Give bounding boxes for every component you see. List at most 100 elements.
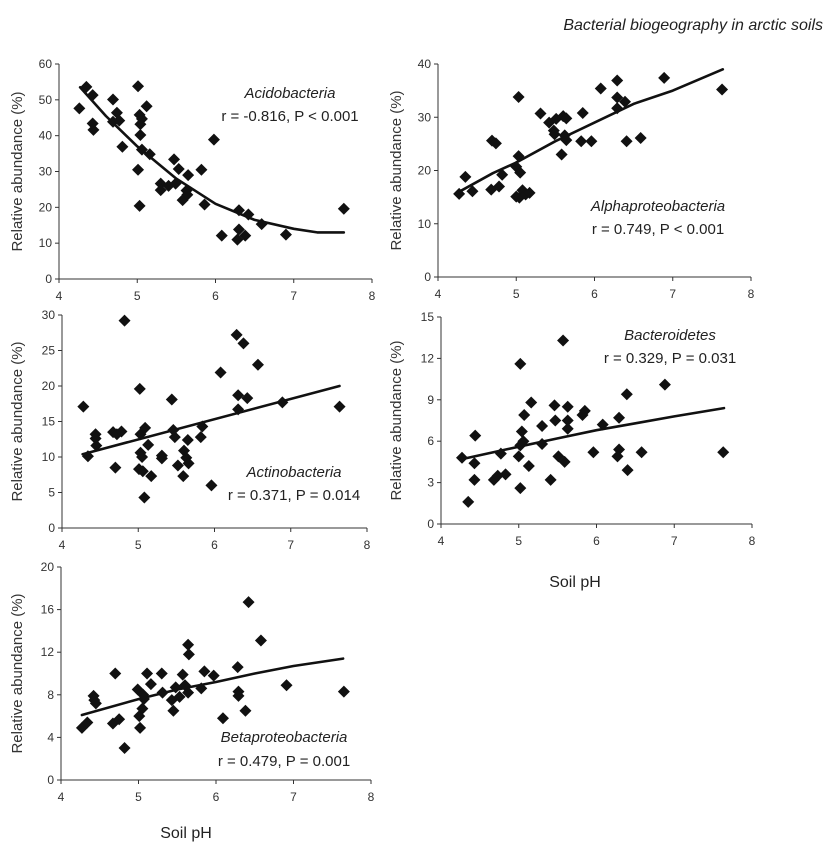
data-point xyxy=(154,184,167,197)
data-point xyxy=(544,473,557,486)
y-tick-label: 20 xyxy=(42,379,56,393)
x-tick-label: 4 xyxy=(56,289,63,303)
data-point xyxy=(142,438,155,451)
data-point xyxy=(144,678,157,691)
y-tick-label: 30 xyxy=(39,165,53,179)
y-tick-label: 0 xyxy=(47,773,54,787)
data-point xyxy=(169,681,182,694)
data-point xyxy=(137,688,150,701)
y-tick-label: 25 xyxy=(42,344,56,358)
data-point xyxy=(619,95,632,108)
data-point xyxy=(198,665,211,678)
data-point xyxy=(181,433,194,446)
trend-line xyxy=(80,657,345,717)
data-point xyxy=(716,83,729,96)
y-tick-label: 12 xyxy=(41,645,55,659)
data-point xyxy=(634,132,647,145)
data-point xyxy=(548,399,561,412)
y-tick-label: 4 xyxy=(47,730,54,744)
data-point xyxy=(534,107,547,120)
data-point xyxy=(195,163,208,176)
data-point xyxy=(215,229,228,242)
data-point xyxy=(230,328,243,341)
data-point xyxy=(81,716,94,729)
data-point xyxy=(462,495,475,508)
data-point xyxy=(514,166,527,179)
data-point xyxy=(578,404,591,417)
data-point xyxy=(611,74,624,87)
panel-alphaproteobacteria: 0 10 20 30 40 4 5 6 7 8 Relative abundance (%) Alph… xyxy=(388,57,755,301)
y-tick-label: 20 xyxy=(39,200,53,214)
x-tick-label: 5 xyxy=(134,289,141,303)
data-point xyxy=(134,128,147,141)
data-point xyxy=(514,357,527,370)
x-tick-label: 5 xyxy=(135,538,142,552)
data-point xyxy=(167,704,180,717)
data-point xyxy=(575,135,588,148)
y-tick-label: 9 xyxy=(427,393,434,407)
data-point xyxy=(611,450,624,463)
data-point xyxy=(585,135,598,148)
data-point xyxy=(469,429,482,442)
y-axis-label: Relative abundance (%) xyxy=(9,341,26,501)
data-point xyxy=(620,388,633,401)
y-tick-label: 10 xyxy=(39,236,53,250)
y-tick-label: 15 xyxy=(42,415,56,429)
data-point xyxy=(499,468,512,481)
trend-line xyxy=(81,384,341,456)
x-tick-label: 5 xyxy=(513,287,520,301)
data-point xyxy=(549,414,562,427)
data-point xyxy=(594,82,607,95)
data-point xyxy=(232,403,245,416)
data-point xyxy=(165,393,178,406)
data-point xyxy=(86,117,99,130)
y-tick-label: 10 xyxy=(42,450,56,464)
data-point xyxy=(455,451,468,464)
data-point xyxy=(468,457,481,470)
data-point xyxy=(182,686,195,699)
data-point xyxy=(536,437,549,450)
data-point xyxy=(242,208,255,221)
data-point xyxy=(198,198,211,211)
y-axis-label: Relative abundance (%) xyxy=(9,593,26,753)
data-point xyxy=(171,459,184,472)
data-point xyxy=(517,435,530,448)
x-tick-label: 8 xyxy=(369,289,376,303)
trend-line xyxy=(78,86,346,234)
data-point xyxy=(81,450,94,463)
x-tick-label: 7 xyxy=(669,287,676,301)
data-point xyxy=(561,422,574,435)
data-point xyxy=(453,187,466,200)
y-tick-label: 0 xyxy=(427,517,434,531)
data-point xyxy=(87,123,100,136)
data-point xyxy=(207,669,220,682)
data-point xyxy=(109,667,122,680)
y-tick-label: 20 xyxy=(41,560,55,574)
y-tick-label: 40 xyxy=(418,57,432,71)
data-point xyxy=(611,102,624,115)
correlation-stat: r = 0.329, P = 0.031 xyxy=(604,350,736,367)
x-tick-label: 5 xyxy=(515,534,522,548)
data-point xyxy=(635,446,648,459)
data-point xyxy=(115,425,128,438)
y-tick-label: 0 xyxy=(45,272,52,286)
data-point xyxy=(237,337,250,350)
data-point xyxy=(232,389,245,402)
x-tick-label: 7 xyxy=(290,289,297,303)
data-point xyxy=(512,91,525,104)
data-point xyxy=(181,188,194,201)
data-point xyxy=(489,137,502,150)
x-tick-label: 8 xyxy=(749,534,756,548)
data-point xyxy=(155,452,168,465)
data-point xyxy=(232,204,245,217)
taxon-label: Betaproteobacteria xyxy=(221,729,348,746)
data-point xyxy=(333,400,346,413)
data-point xyxy=(136,465,149,478)
data-point xyxy=(512,150,525,163)
correlation-stat: r = 0.749, P < 0.001 xyxy=(592,221,724,238)
data-point xyxy=(522,460,535,473)
data-point xyxy=(182,648,195,661)
data-point xyxy=(205,479,218,492)
x-tick-label: 4 xyxy=(435,287,442,301)
